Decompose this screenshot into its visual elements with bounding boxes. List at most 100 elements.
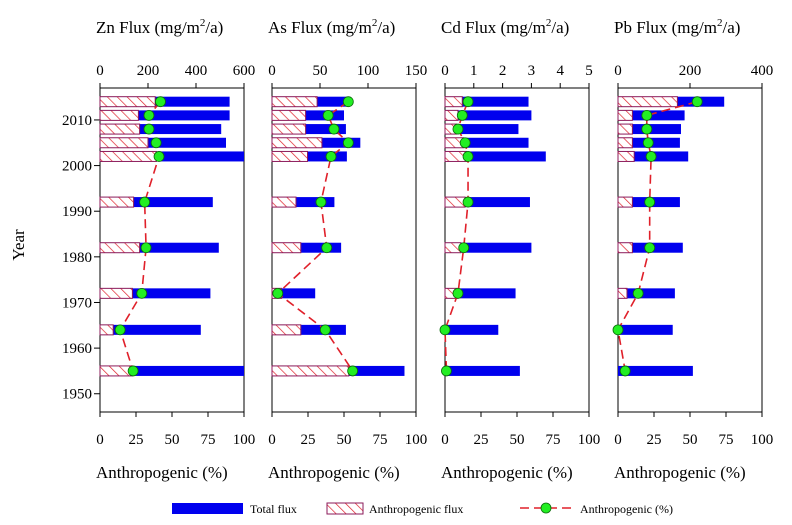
anthro-pct-marker [272, 287, 284, 299]
anthro-flux-bar [271, 123, 307, 135]
year-tick-label: 1980 [62, 250, 92, 266]
anthro-pct-marker [150, 137, 162, 149]
anthro-pct-marker [439, 324, 451, 336]
pct-tick-label: 75 [373, 432, 388, 448]
anthro-pct-line [444, 101, 469, 371]
anthro-flux-bar [617, 137, 633, 149]
anthro-pct-marker [632, 287, 644, 299]
year-tick-label: 1970 [62, 295, 92, 311]
anthro-pct-marker [140, 242, 152, 254]
anthro-flux-bar [99, 365, 133, 377]
anthro-flux-bar [271, 196, 297, 208]
legend-total-label: Total flux [250, 502, 297, 516]
anthro-pct-marker [155, 96, 166, 108]
anthro-pct-marker [641, 109, 653, 121]
flux-tick-label: 3 [528, 63, 536, 79]
pct-tick-label: 25 [301, 432, 316, 448]
anthro-flux-bar [271, 150, 309, 162]
panel-title: Pb Flux (mg/m2/a) [614, 17, 740, 37]
anthro-flux-bar [99, 123, 141, 135]
total-flux-bar [100, 124, 222, 135]
anthro-flux-bar [617, 123, 633, 135]
total-flux-bar [100, 197, 213, 208]
flux-tick-label: 1 [470, 63, 478, 79]
anthro-pct-marker [342, 137, 354, 149]
year-axis: Year 1950 1960 1970 1980 1990 2000 2010 [9, 113, 100, 403]
anthro-pct-marker [342, 96, 354, 108]
total-flux-bar [272, 151, 347, 162]
anthro-pct-marker [459, 137, 471, 149]
flux-tick-label: 2 [499, 63, 507, 79]
panel-title: Zn Flux (mg/m2/a) [96, 17, 223, 37]
anthro-pct-marker [143, 123, 155, 135]
pct-tick-label: 25 [129, 432, 144, 448]
anthro-flux-bar [271, 365, 350, 377]
anthro-flux-bar [99, 109, 139, 121]
year-tick-label: 1990 [62, 204, 92, 220]
pct-axis-label: Anthropogenic (%) [268, 463, 400, 482]
pct-axis-label: Anthropogenic (%) [441, 463, 573, 482]
pct-tick-label: 50 [165, 432, 180, 448]
anthro-pct-marker [462, 196, 474, 208]
anthro-pct-marker [153, 151, 165, 162]
anthro-pct-marker [612, 324, 624, 336]
total-flux-bar [445, 137, 529, 148]
pct-tick-label: 0 [441, 432, 449, 448]
flux-tick-label: 4 [556, 63, 564, 79]
anthro-pct-marker [321, 242, 333, 254]
anthro-pct-marker [691, 96, 703, 108]
total-flux-bar [272, 197, 335, 208]
anthro-pct-marker [462, 151, 474, 162]
pct-tick-label: 25 [474, 432, 489, 448]
anthro-flux-bar [271, 109, 307, 121]
anthro-flux-bar [271, 137, 323, 149]
total-flux-bar [618, 288, 675, 299]
pct-tick-label: 0 [268, 432, 276, 448]
pct-tick-label: 75 [546, 432, 561, 448]
legend: Total flux Anthropogenic flux Anthropoge… [172, 502, 673, 516]
pct-axis-label: Anthropogenic (%) [96, 463, 228, 482]
anthro-flux-bar [444, 96, 463, 108]
year-tick-label: 1950 [62, 387, 92, 403]
pct-tick-label: 0 [614, 432, 622, 448]
year-tick-label: 2000 [62, 159, 92, 175]
pct-tick-label: 100 [578, 432, 601, 448]
total-flux-bar [100, 242, 219, 253]
anthro-pct-marker [127, 365, 139, 377]
anthro-pct-marker [619, 365, 631, 377]
total-flux-bar [272, 124, 346, 135]
total-flux-bar [100, 151, 244, 162]
pct-tick-label: 50 [510, 432, 525, 448]
anthro-flux-bar [99, 96, 156, 108]
flux-tick-label: 0 [441, 63, 449, 79]
anthro-flux-bar [99, 324, 114, 336]
anthro-pct-marker [143, 109, 155, 121]
anthro-pct-marker [644, 196, 656, 208]
legend-anthro-swatch [326, 502, 364, 515]
anthro-pct-marker [347, 365, 359, 377]
legend-total-swatch [172, 503, 243, 514]
anthro-flux-bar [617, 109, 633, 121]
anthro-pct-marker [139, 196, 151, 208]
anthro-pct-marker [641, 123, 653, 135]
pct-tick-label: 0 [96, 432, 104, 448]
pct-tick-label: 25 [647, 432, 662, 448]
flux-tick-label: 400 [185, 63, 208, 79]
total-flux-bar [618, 324, 673, 335]
anthro-flux-bar [271, 96, 318, 108]
total-flux-bar [100, 137, 226, 148]
total-flux-bar [100, 365, 244, 376]
total-flux-bar [272, 288, 316, 299]
flux-tick-label: 400 [751, 63, 774, 79]
total-flux-bar [272, 324, 346, 335]
total-flux-bar [445, 324, 499, 335]
total-flux-bar [100, 288, 211, 299]
anthro-pct-marker [458, 242, 470, 254]
anthro-flux-bar [617, 287, 628, 299]
anthro-pct-marker [328, 123, 340, 135]
year-tick-label: 1960 [62, 341, 92, 357]
total-flux-bar [100, 110, 230, 121]
anthro-flux-bar [99, 137, 149, 149]
